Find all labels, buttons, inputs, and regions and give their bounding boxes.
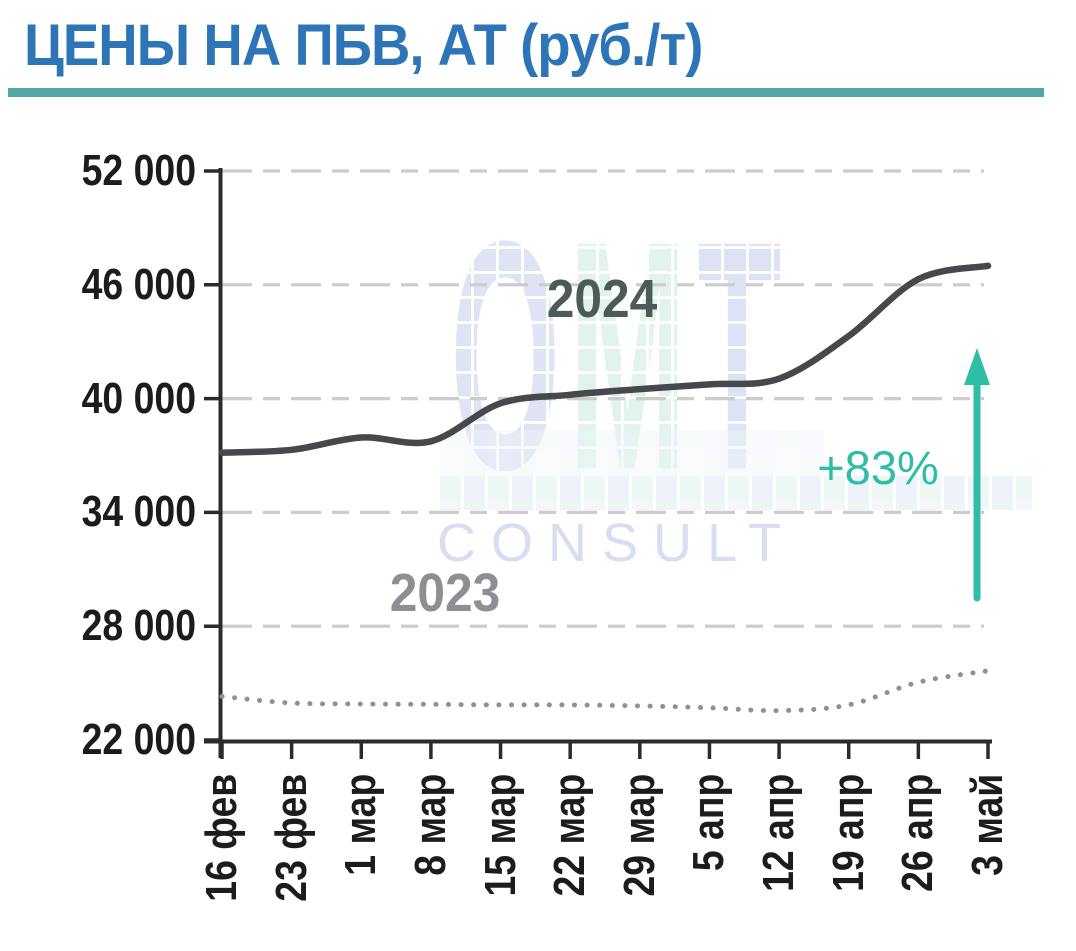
chart-title: ЦЕНЫ НА ПБВ, АТ (руб./т)	[24, 13, 703, 78]
series-line-2023	[219, 668, 991, 714]
y-axis-label: 40 000	[81, 373, 196, 423]
title-underline	[8, 88, 1044, 97]
x-axis-label: 3 май	[963, 773, 1012, 876]
x-axis-label: 22 мар	[545, 773, 595, 897]
x-axis-label: 15 мар	[475, 773, 525, 897]
x-axis-label: 26 апр	[893, 773, 943, 892]
y-axis-label: 28 000	[81, 601, 196, 651]
y-axis-label: 46 000	[81, 259, 196, 309]
series-line-2024	[218, 262, 992, 456]
x-axis-label: 19 апр	[823, 773, 873, 892]
x-axis-label: 16 фев	[197, 773, 246, 902]
watermark-consult: CONSULT	[437, 513, 797, 573]
x-axis-label: 8 мар	[405, 773, 455, 876]
watermark-mosaic-grid	[446, 196, 822, 520]
y-axis-label: 34 000	[81, 487, 196, 537]
y-axis-label: 22 000	[81, 715, 196, 764]
growth-annotation: +83%	[817, 441, 939, 494]
y-axis-label: 52 000	[81, 146, 196, 195]
series-label-2023: 2023	[389, 563, 501, 623]
watermark-mosaic-band-upper	[440, 430, 824, 476]
growth-arrow-head	[964, 348, 990, 385]
x-axis-label: 29 мар	[614, 773, 664, 897]
x-axis-label: 5 апр	[684, 773, 734, 872]
x-axis-label: 1 мар	[336, 773, 386, 876]
watermark-mosaic-band	[440, 476, 1032, 510]
series-label-2024: 2024	[546, 269, 658, 329]
x-axis-label: 12 апр	[754, 773, 804, 892]
x-axis-label: 23 фев	[266, 773, 316, 902]
